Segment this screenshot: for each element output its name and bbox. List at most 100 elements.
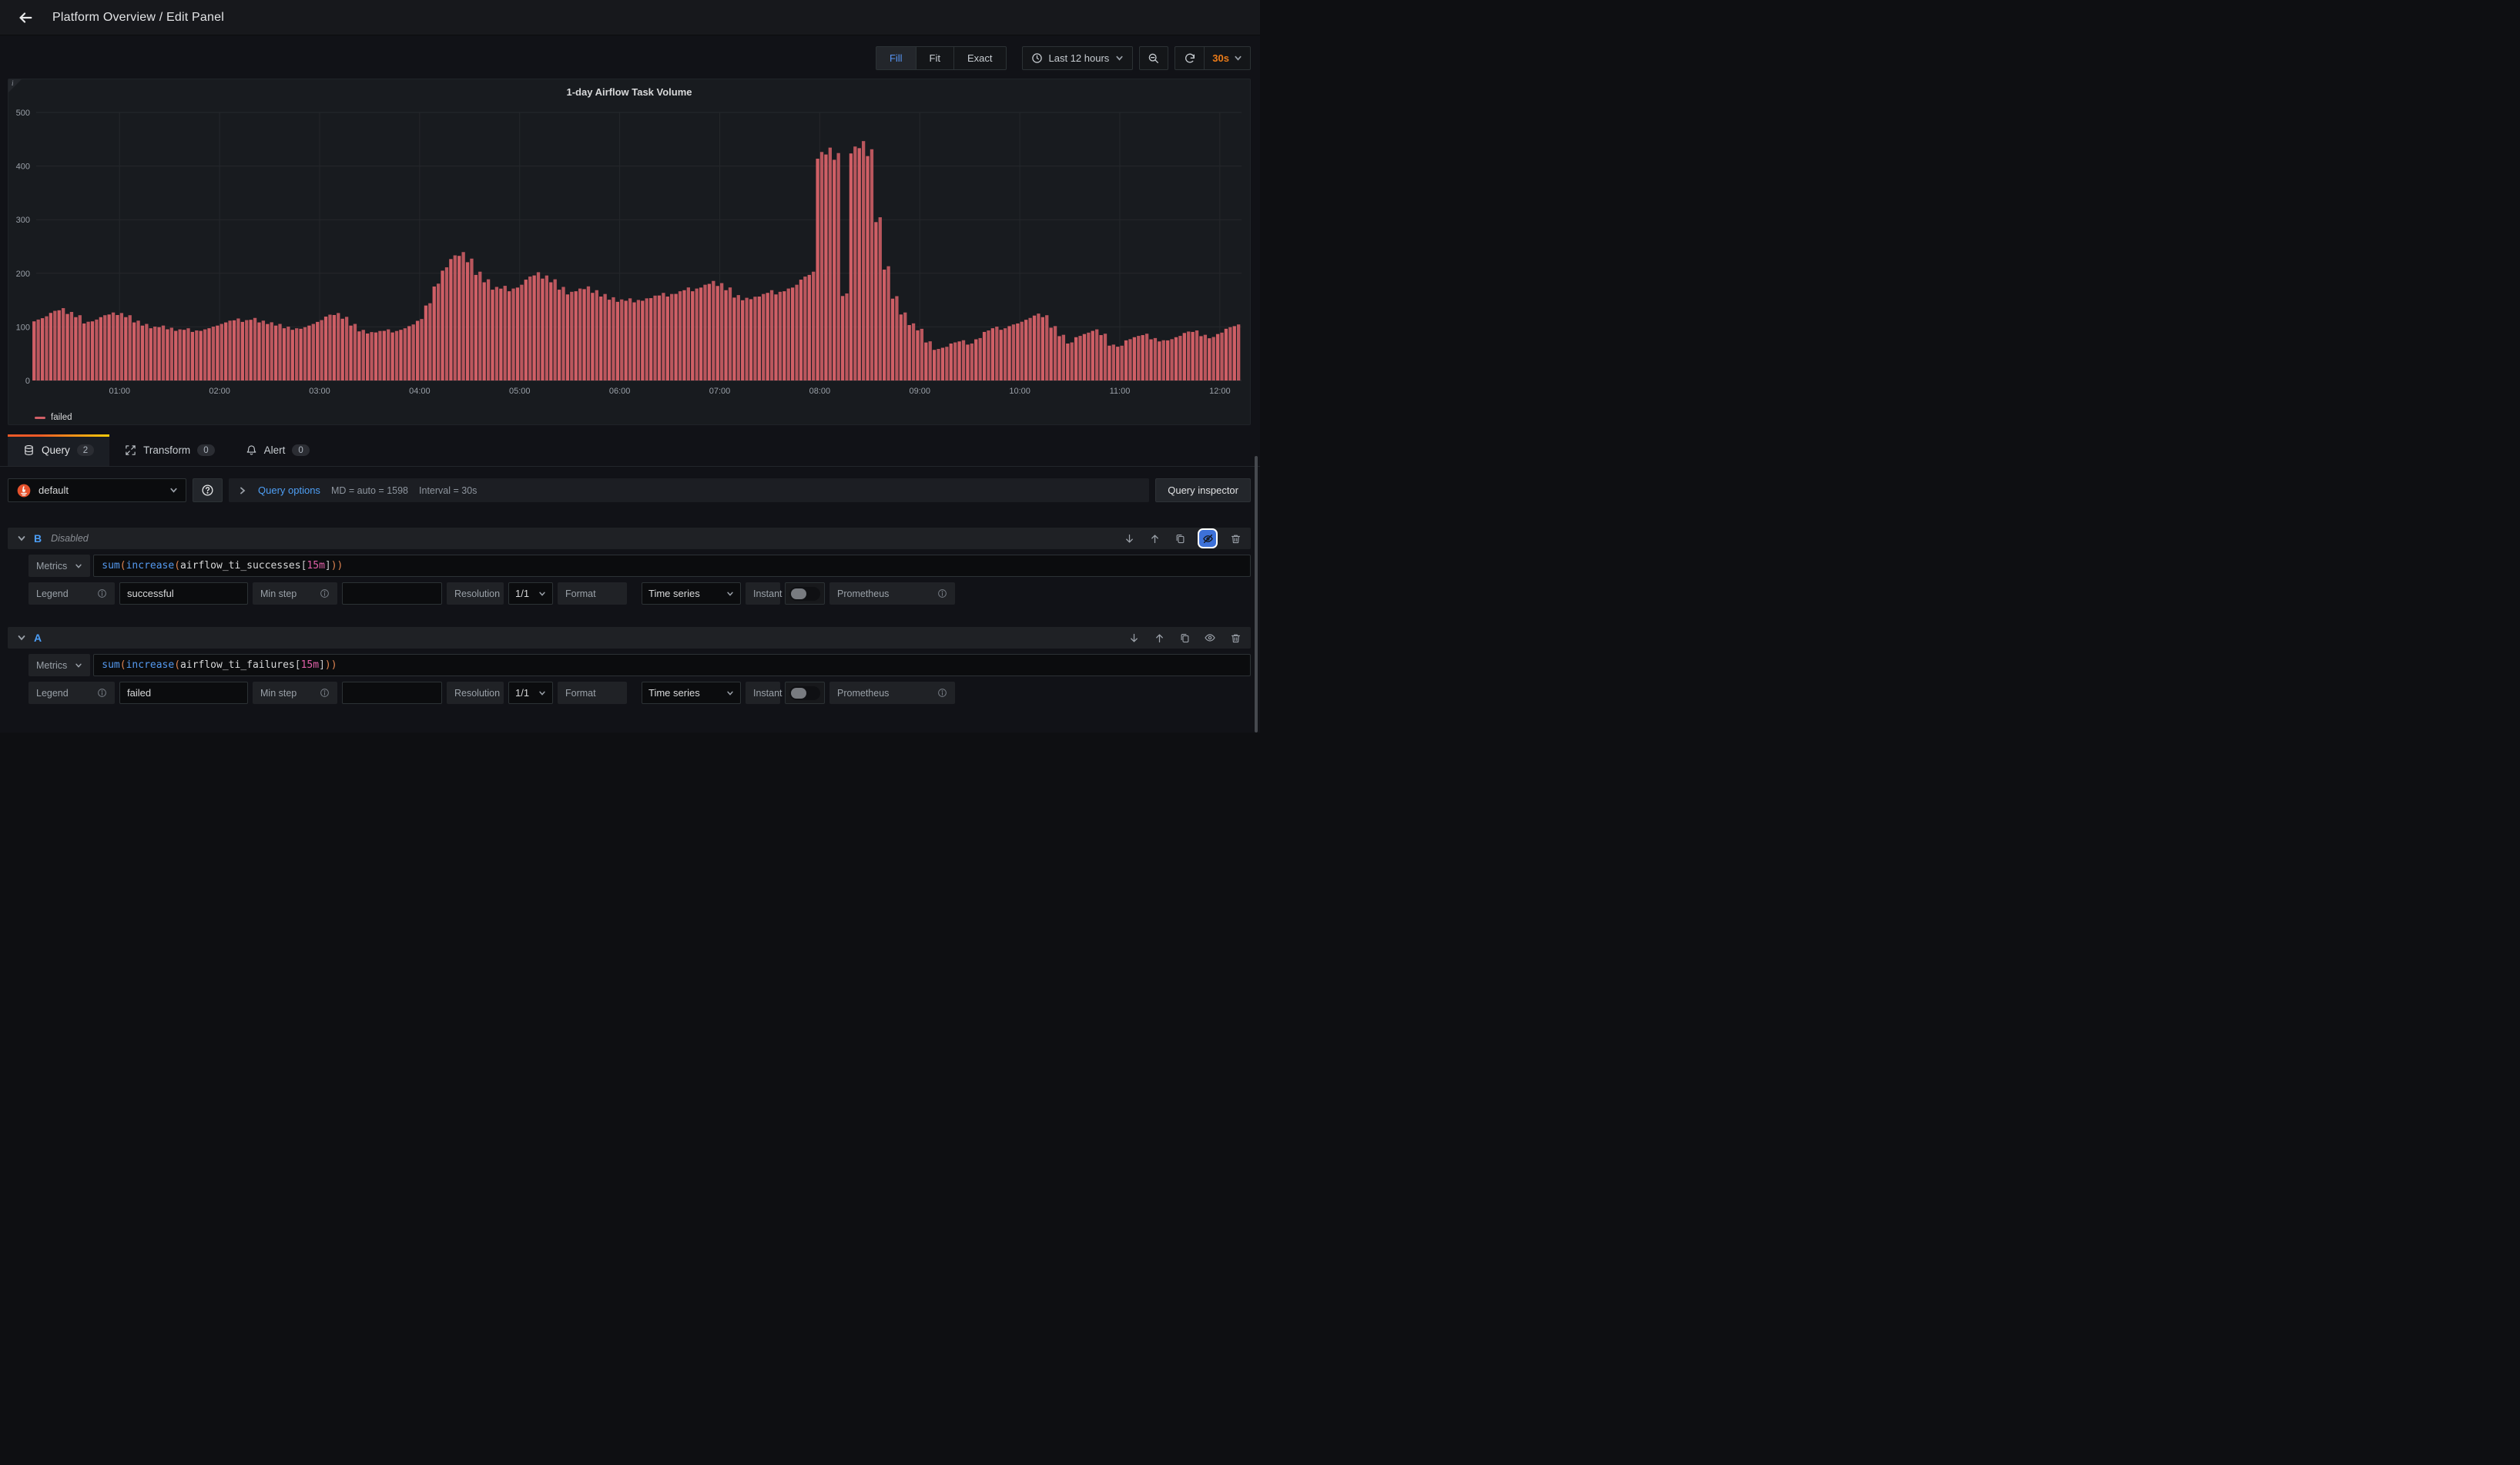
duplicate-query-button[interactable]: [1174, 532, 1186, 545]
query-disabled-label: Disabled: [51, 533, 89, 544]
min-step-option-label: Min step: [253, 682, 337, 704]
tab-count-badge: 0: [197, 444, 214, 456]
duplicate-query-button[interactable]: [1178, 632, 1191, 644]
zoom-out-button[interactable]: [1139, 46, 1168, 70]
collapse-chevron-icon[interactable]: [17, 534, 26, 543]
svg-text:0: 0: [25, 377, 30, 386]
back-button[interactable]: [14, 6, 37, 29]
clock-icon: [1031, 52, 1043, 64]
info-circle-icon: [97, 588, 107, 598]
refresh-interval-dropdown[interactable]: 30s: [1205, 47, 1250, 69]
tab-transform[interactable]: Transform 0: [109, 434, 230, 466]
refresh-button[interactable]: [1175, 47, 1205, 69]
tab-alert[interactable]: Alert 0: [230, 434, 325, 466]
query-B-header[interactable]: B Disabled: [8, 528, 1251, 549]
svg-text:04:00: 04:00: [409, 387, 431, 396]
arrow-down-icon: [1128, 632, 1140, 644]
min-step-input[interactable]: [342, 682, 442, 704]
chevron-down-icon: [1234, 54, 1242, 62]
time-range-label: Last 12 hours: [1049, 52, 1110, 64]
toggle-query-visibility-button[interactable]: [1199, 530, 1216, 547]
delete-query-button[interactable]: [1229, 632, 1242, 644]
display-mode-fill[interactable]: Fill: [876, 47, 917, 69]
resolution-select[interactable]: 1/1: [508, 582, 553, 605]
chevron-down-icon: [75, 662, 82, 669]
query-A-header[interactable]: A: [8, 627, 1251, 649]
legend-option-label: Legend: [28, 582, 115, 605]
time-series-panel: i 1-day Airflow Task Volume 010020030040…: [8, 79, 1251, 425]
promql-expression-input[interactable]: sum(increase(airflow_ti_failures[15m])): [93, 654, 1251, 676]
arrow-left-icon: [17, 9, 34, 26]
eye-off-icon: [1202, 533, 1214, 545]
query-datasource-label: Prometheus: [829, 682, 955, 704]
svg-text:200: 200: [16, 270, 30, 279]
chart-legend[interactable]: failed: [8, 413, 1250, 422]
display-mode-fit[interactable]: Fit: [917, 47, 954, 69]
metrics-dropdown[interactable]: Metrics: [28, 555, 90, 577]
svg-text:02:00: 02:00: [209, 387, 230, 396]
toggle-query-visibility-button[interactable]: [1204, 632, 1216, 644]
query-editor-A: A Metrics sum(increase(airflow_ti_failur…: [8, 627, 1251, 704]
refresh-group: 30s: [1175, 46, 1251, 70]
collapse-chevron-icon[interactable]: [17, 633, 26, 642]
legend-option-label: Legend: [28, 682, 115, 704]
task-volume-chart[interactable]: 010020030040050001:0002:0003:0004:0005:0…: [8, 99, 1250, 413]
info-circle-icon: [320, 688, 330, 698]
instant-option-label: Instant: [746, 582, 780, 605]
svg-text:400: 400: [16, 163, 30, 172]
display-mode-group: Fill Fit Exact: [876, 46, 1007, 70]
format-select[interactable]: Time series: [642, 682, 741, 704]
query-inspector-button[interactable]: Query inspector: [1155, 478, 1251, 502]
time-range-picker[interactable]: Last 12 hours: [1022, 46, 1134, 70]
chevron-down-icon: [538, 590, 546, 598]
editor-tabs: Query 2 Transform 0 Alert 0: [0, 435, 1260, 467]
arrow-down-icon: [1124, 533, 1135, 545]
query-ref-id: B: [34, 532, 42, 545]
refresh-icon: [1184, 52, 1196, 65]
resolution-select[interactable]: 1/1: [508, 682, 553, 704]
arrow-up-icon: [1149, 533, 1161, 545]
panel-info-corner[interactable]: [8, 79, 22, 92]
move-query-down-button[interactable]: [1128, 632, 1140, 644]
instant-toggle[interactable]: [785, 582, 825, 605]
scrollbar-thumb[interactable]: [1255, 456, 1258, 732]
copy-icon: [1175, 533, 1186, 545]
move-query-down-button[interactable]: [1123, 532, 1135, 545]
metrics-label: Metrics: [36, 660, 67, 671]
legend-format-input[interactable]: [119, 682, 248, 704]
panel-toolbar: Fill Fit Exact Last 12 hours 30s: [0, 46, 1251, 70]
tab-label: Transform: [143, 444, 190, 456]
chevron-right-icon[interactable]: [238, 486, 247, 495]
move-query-up-button[interactable]: [1153, 632, 1165, 644]
info-circle-icon: [97, 688, 107, 698]
chevron-down-icon: [75, 562, 82, 570]
tab-query[interactable]: Query 2: [8, 434, 109, 466]
format-select[interactable]: Time series: [642, 582, 741, 605]
delete-query-button[interactable]: [1229, 532, 1242, 545]
datasource-row: default Query options MD = auto = 1598 I…: [8, 478, 1251, 502]
query-editor-B: B Disabled Metrics sum(increase(airflow_…: [8, 528, 1251, 605]
question-circle-icon: [201, 484, 214, 497]
svg-text:05:00: 05:00: [509, 387, 531, 396]
instant-toggle[interactable]: [785, 682, 825, 704]
move-query-up-button[interactable]: [1148, 532, 1161, 545]
datasource-picker[interactable]: default: [8, 478, 186, 502]
metrics-dropdown[interactable]: Metrics: [28, 654, 90, 676]
legend-series-label: failed: [51, 413, 72, 422]
transform-icon: [125, 444, 136, 456]
min-step-input[interactable]: [342, 582, 442, 605]
format-option-label: Format: [558, 682, 627, 704]
svg-text:01:00: 01:00: [109, 387, 130, 396]
display-mode-exact[interactable]: Exact: [954, 47, 1006, 69]
database-icon: [23, 444, 35, 456]
promql-expression-input[interactable]: sum(increase(airflow_ti_successes[15m])): [93, 555, 1251, 577]
tab-count-badge: 0: [292, 444, 309, 456]
prometheus-icon: [16, 483, 32, 498]
svg-text:11:00: 11:00: [1110, 387, 1131, 396]
legend-format-input[interactable]: [119, 582, 248, 605]
svg-text:07:00: 07:00: [709, 387, 731, 396]
info-circle-icon: [937, 588, 947, 598]
query-options-link[interactable]: Query options: [258, 484, 320, 496]
query-ref-id: A: [34, 632, 42, 644]
datasource-help-button[interactable]: [193, 478, 223, 502]
